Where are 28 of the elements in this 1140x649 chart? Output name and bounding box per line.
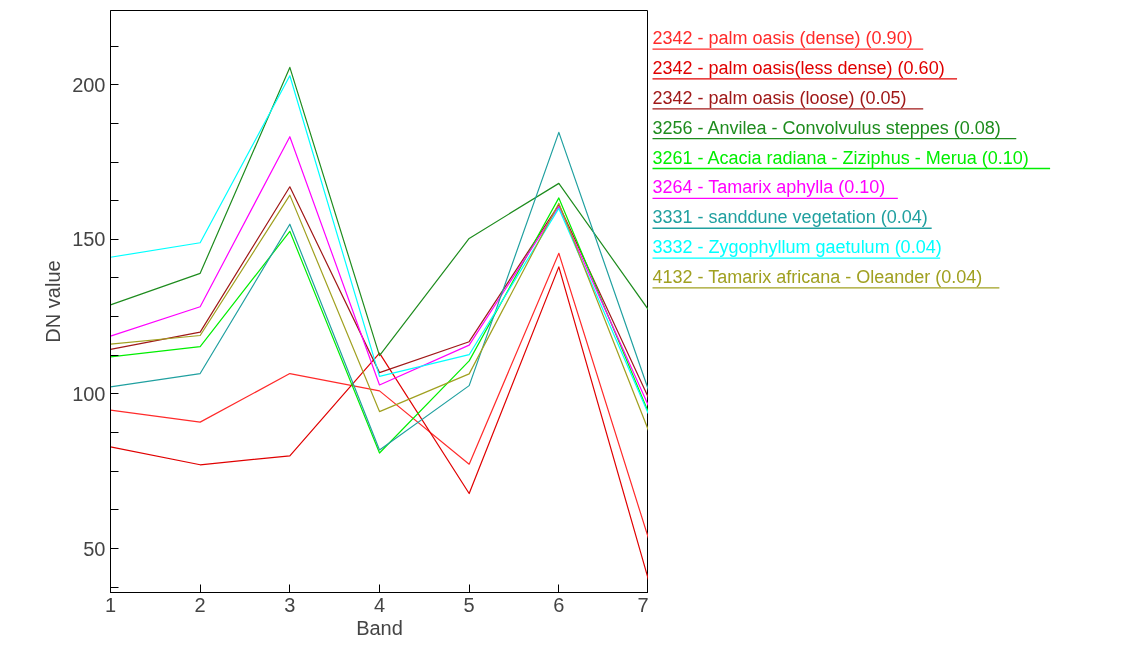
- line-series: [110, 252, 648, 539]
- text: 3332 - Zygophyllum gaetulum (0.04): [652, 237, 942, 258]
- x-tick-label: 4: [373, 593, 386, 616]
- y-tick-label: 50: [83, 537, 106, 560]
- y-tick-label: 200: [72, 73, 106, 96]
- text: 3261 - Acacia radiana - Ziziphus - Merua (0.10): [652, 147, 1029, 168]
- x-tick-label: 1: [104, 593, 117, 616]
- line-series: [110, 66, 648, 357]
- x-tick-label: 3: [284, 593, 296, 616]
- text: 2342 - palm oasis(less dense) (0.60): [652, 58, 945, 79]
- x-tick-label: 7: [637, 593, 649, 616]
- x-axis-title: Band: [356, 616, 403, 639]
- text: 2342 - palm oasis (loose) (0.05): [652, 87, 907, 108]
- x-tick-label: 2: [194, 593, 206, 616]
- text: 3331 - sanddune vegetation (0.04): [652, 207, 928, 228]
- text: 2342 - palm oasis (dense) (0.90): [652, 28, 913, 49]
- text: 4132 - Tamarix africana - Oleander (0.04): [652, 267, 983, 288]
- line-series: [110, 131, 648, 451]
- text: 3264 - Tamarix aphylla (0.10): [652, 177, 886, 198]
- line-series: [110, 266, 648, 581]
- x-tick-label: 6: [553, 593, 565, 616]
- y-axis-title: DN value: [42, 260, 65, 343]
- y-tick-label: 100: [72, 382, 106, 405]
- line-series: [110, 136, 648, 407]
- line-series: [110, 75, 648, 415]
- text: 3256 - Anvilea - Convolvulus steppes (0.08): [652, 117, 1001, 138]
- x-tick-label: 5: [463, 593, 475, 616]
- y-tick-label: 150: [72, 228, 106, 251]
